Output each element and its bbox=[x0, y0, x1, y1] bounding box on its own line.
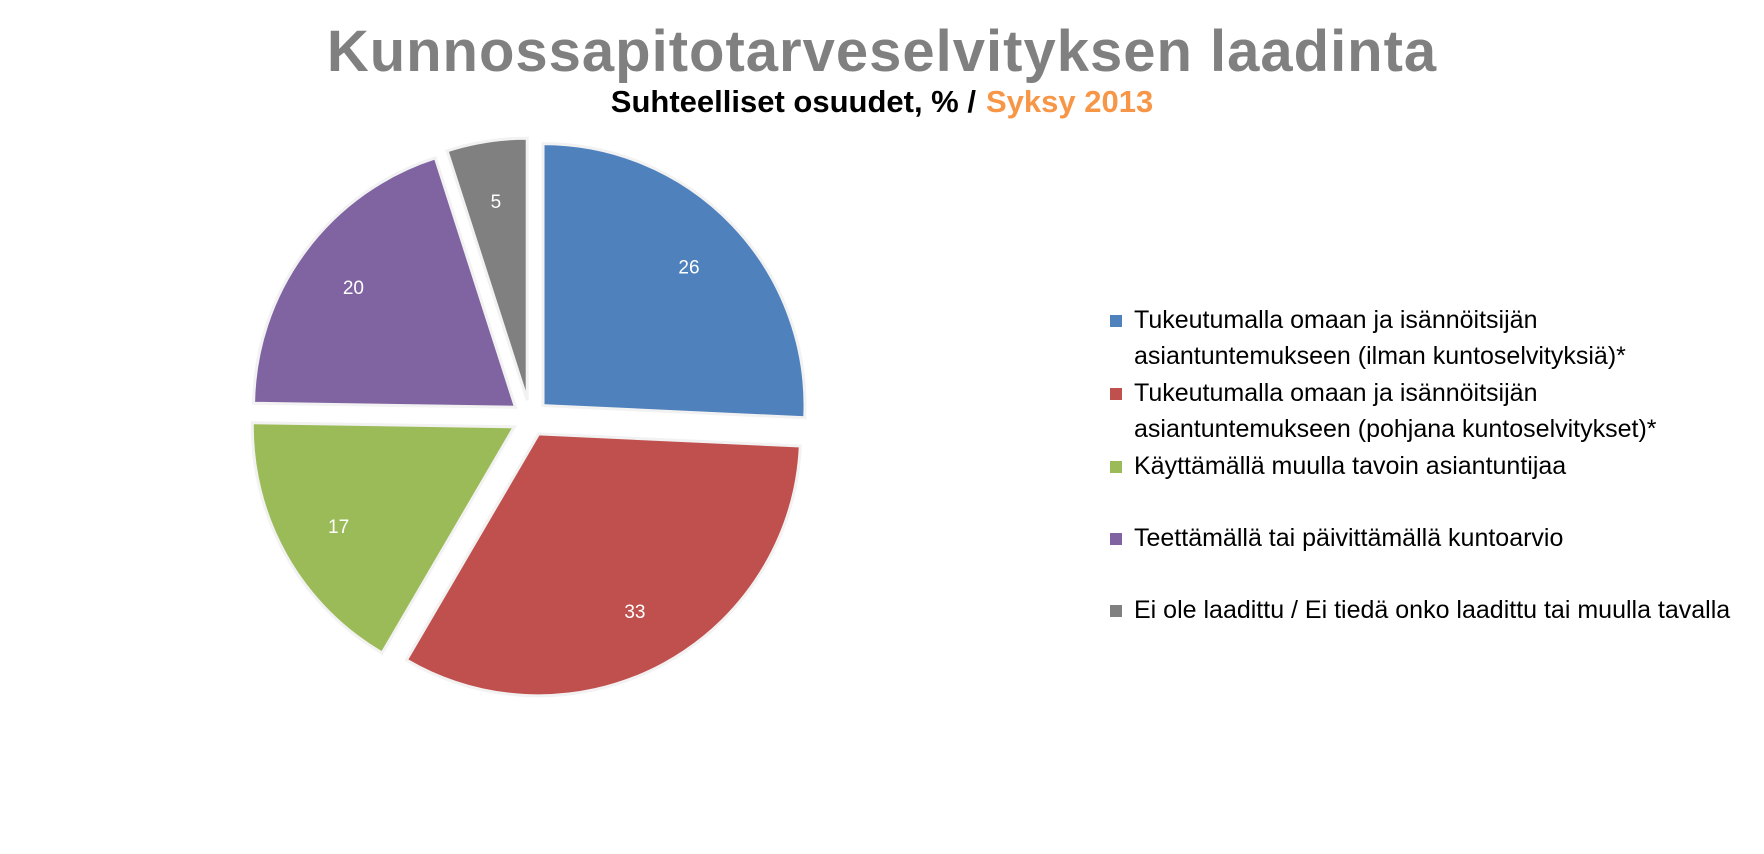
legend-swatch-2 bbox=[1110, 388, 1122, 400]
legend-label-3: Käyttämällä muulla tavoin asiantuntijaa bbox=[1134, 452, 1567, 480]
pie-slice-1 bbox=[541, 142, 807, 420]
legend-label-1: Tukeutumalla omaan ja isännöitsijän asia… bbox=[1134, 306, 1626, 370]
legend-item-5: Ei ole laadittu / Ei tiedä onko laadittu… bbox=[1110, 592, 1750, 628]
slice-label-4: 20 bbox=[343, 278, 364, 299]
pie-chart: 26 33 17 20 5 bbox=[250, 136, 807, 698]
legend-label-2: Tukeutumalla omaan ja isännöitsijän asia… bbox=[1134, 379, 1657, 443]
legend-item-3: Käyttämällä muulla tavoin asiantuntijaa bbox=[1110, 448, 1750, 484]
legend-item-2: Tukeutumalla omaan ja isännöitsijän asia… bbox=[1110, 375, 1750, 447]
legend-swatch-3 bbox=[1110, 461, 1122, 473]
legend-label-4: Teettämällä tai päivittämällä kuntoarvio bbox=[1134, 524, 1564, 552]
slice-label-2: 33 bbox=[624, 602, 645, 623]
legend-swatch-1 bbox=[1110, 315, 1122, 327]
chart-title: Kunnossapitotarveselvityksen laadinta bbox=[326, 19, 1438, 84]
legend-item-4: Teettämällä tai päivittämällä kuntoarvio bbox=[1110, 520, 1750, 556]
legend-item-1: Tukeutumalla omaan ja isännöitsijän asia… bbox=[1110, 302, 1750, 374]
legend-label-5: Ei ole laadittu / Ei tiedä onko laadittu… bbox=[1134, 596, 1731, 624]
slice-label-3: 17 bbox=[328, 517, 349, 538]
slice-label-5: 5 bbox=[491, 192, 502, 213]
legend-swatch-4 bbox=[1110, 533, 1122, 545]
pie-slice-2 bbox=[404, 432, 802, 698]
legend-swatch-5 bbox=[1110, 605, 1122, 617]
subtitle-main: Suhteelliset osuudet, % / bbox=[610, 84, 976, 119]
subtitle-accent: Syksy 2013 bbox=[985, 84, 1154, 119]
pie-slice-3 bbox=[250, 421, 517, 656]
slice-label-1: 26 bbox=[678, 257, 699, 278]
pie-slice-4 bbox=[252, 155, 518, 409]
chart-subtitle: Suhteelliset osuudet, % / Syksy 2013 bbox=[0, 84, 1764, 120]
pie-slice-5 bbox=[445, 136, 529, 401]
